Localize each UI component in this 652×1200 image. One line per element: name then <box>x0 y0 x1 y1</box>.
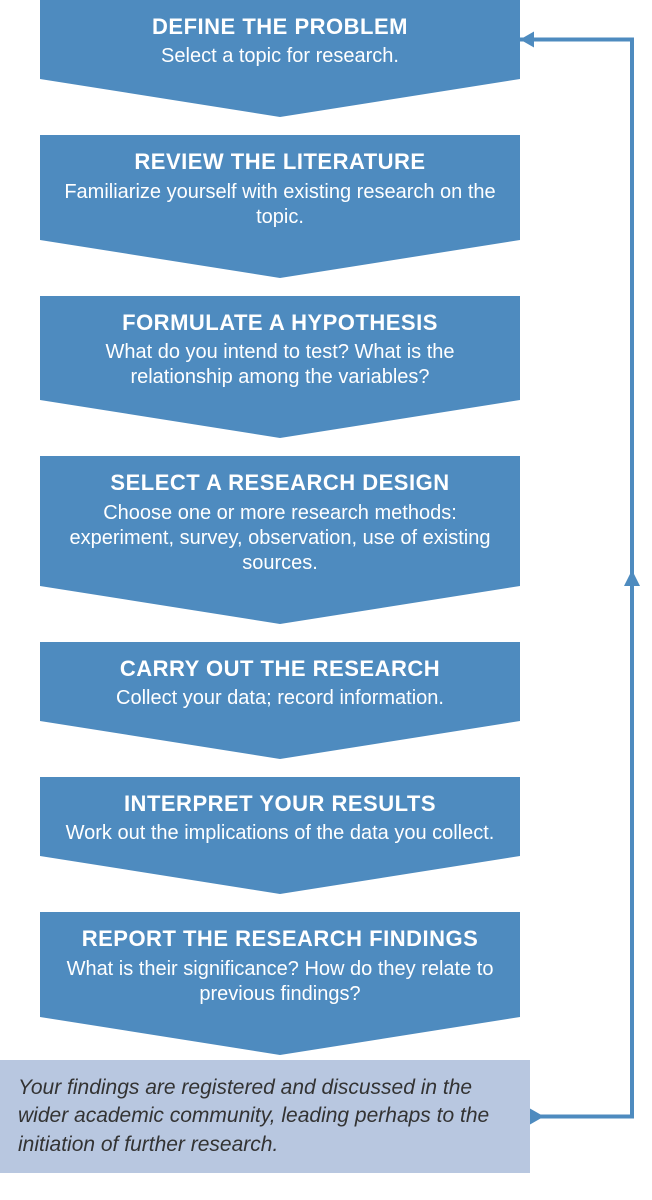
feedback-loop-line <box>0 0 652 1200</box>
conclusion-text: Your findings are registered and discuss… <box>18 1076 489 1156</box>
conclusion-box: Your findings are registered and discuss… <box>0 1060 530 1173</box>
